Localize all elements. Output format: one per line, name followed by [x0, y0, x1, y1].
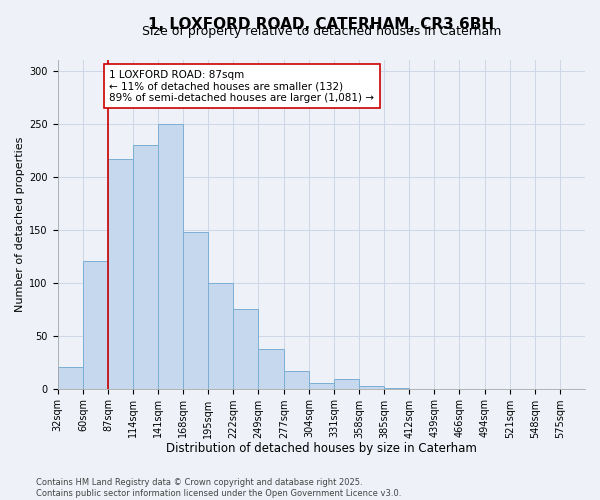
Bar: [359, 386, 384, 388]
X-axis label: Distribution of detached houses by size in Caterham: Distribution of detached houses by size …: [166, 442, 476, 455]
Text: 1 LOXFORD ROAD: 87sqm
← 11% of detached houses are smaller (132)
89% of semi-det: 1 LOXFORD ROAD: 87sqm ← 11% of detached …: [109, 70, 374, 102]
Bar: [259, 350, 284, 389]
Bar: [208, 282, 233, 389]
Bar: [184, 232, 208, 388]
Bar: [284, 370, 309, 388]
Title: Size of property relative to detached houses in Caterham: Size of property relative to detached ho…: [142, 25, 501, 38]
Bar: [158, 124, 184, 388]
Bar: [309, 384, 334, 388]
Bar: [58, 368, 83, 388]
Bar: [233, 309, 259, 388]
Bar: [83, 262, 109, 388]
Bar: [109, 158, 133, 388]
Y-axis label: Number of detached properties: Number of detached properties: [15, 136, 25, 312]
Bar: [133, 145, 158, 388]
Text: 1, LOXFORD ROAD, CATERHAM, CR3 6BH: 1, LOXFORD ROAD, CATERHAM, CR3 6BH: [148, 17, 494, 32]
Bar: [334, 379, 359, 388]
Text: Contains HM Land Registry data © Crown copyright and database right 2025.
Contai: Contains HM Land Registry data © Crown c…: [36, 478, 401, 498]
